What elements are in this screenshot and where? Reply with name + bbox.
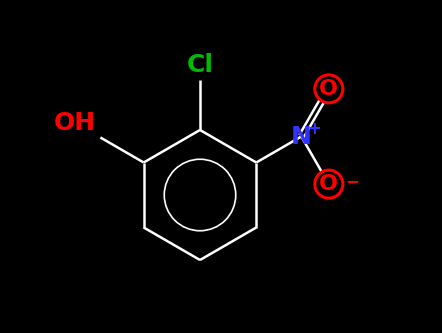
- Circle shape: [315, 170, 343, 198]
- Text: +: +: [307, 120, 321, 138]
- Circle shape: [315, 75, 343, 103]
- Text: Cl: Cl: [187, 53, 213, 77]
- Text: O: O: [319, 174, 338, 194]
- Text: O: O: [319, 79, 338, 99]
- Text: N: N: [291, 125, 312, 149]
- Text: OH: OH: [53, 111, 95, 135]
- Text: −: −: [345, 172, 359, 190]
